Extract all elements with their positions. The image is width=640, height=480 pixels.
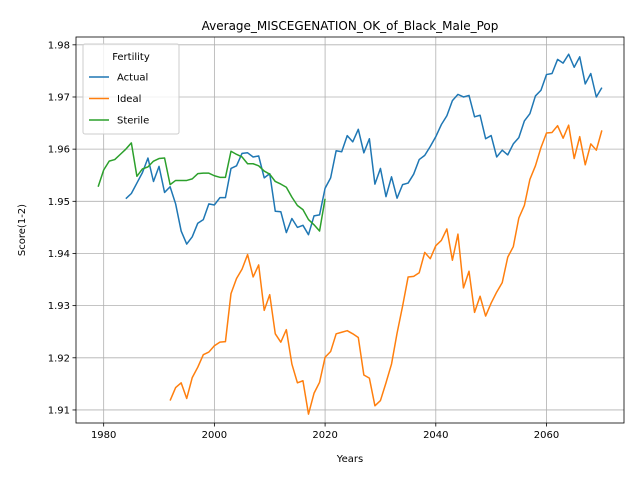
series-line-actual (125, 53, 603, 245)
legend-entries: Actual Ideal Sterile (89, 73, 149, 127)
x-tick-label: 2040 (423, 430, 448, 441)
x-tick-label: 2020 (312, 430, 337, 441)
axis-ticks: 1980 2000 2020 2040 2060 1.91 1.92 1.93 1.94 1.95… (48, 40, 559, 441)
legend: Fertility Actual Ideal Sterile (82, 43, 180, 135)
legend-label-ideal: Ideal (117, 94, 141, 105)
y-tick-label: 1.93 (48, 301, 70, 312)
x-tick-label: 2000 (202, 430, 227, 441)
legend-label-sterile: Sterile (117, 116, 149, 127)
x-axis-title: Years (336, 454, 363, 465)
x-tick-label: 1980 (91, 430, 116, 441)
chart-title: Average_MISCEGENATION_OK_of_Black_Male_P… (202, 19, 499, 33)
y-tick-label: 1.92 (48, 353, 70, 364)
y-tick-label: 1.95 (48, 197, 70, 208)
y-tick-label: 1.94 (48, 249, 70, 260)
grid (76, 37, 624, 423)
y-tick-label: 1.98 (48, 40, 70, 51)
series-line-sterile (97, 142, 326, 232)
plot-frame (75, 36, 625, 424)
x-tick-label: 2060 (534, 430, 559, 441)
y-tick-label: 1.97 (48, 92, 70, 103)
legend-title: Fertility (112, 52, 150, 63)
legend-box (82, 43, 180, 135)
y-axis-title: Score(1-2) (17, 204, 28, 256)
y-tick-label: 1.96 (48, 145, 70, 156)
legend-label-actual: Actual (117, 73, 148, 84)
y-tick-label: 1.91 (48, 405, 70, 416)
series-lines (97, 53, 603, 415)
series-line-ideal (169, 124, 603, 415)
